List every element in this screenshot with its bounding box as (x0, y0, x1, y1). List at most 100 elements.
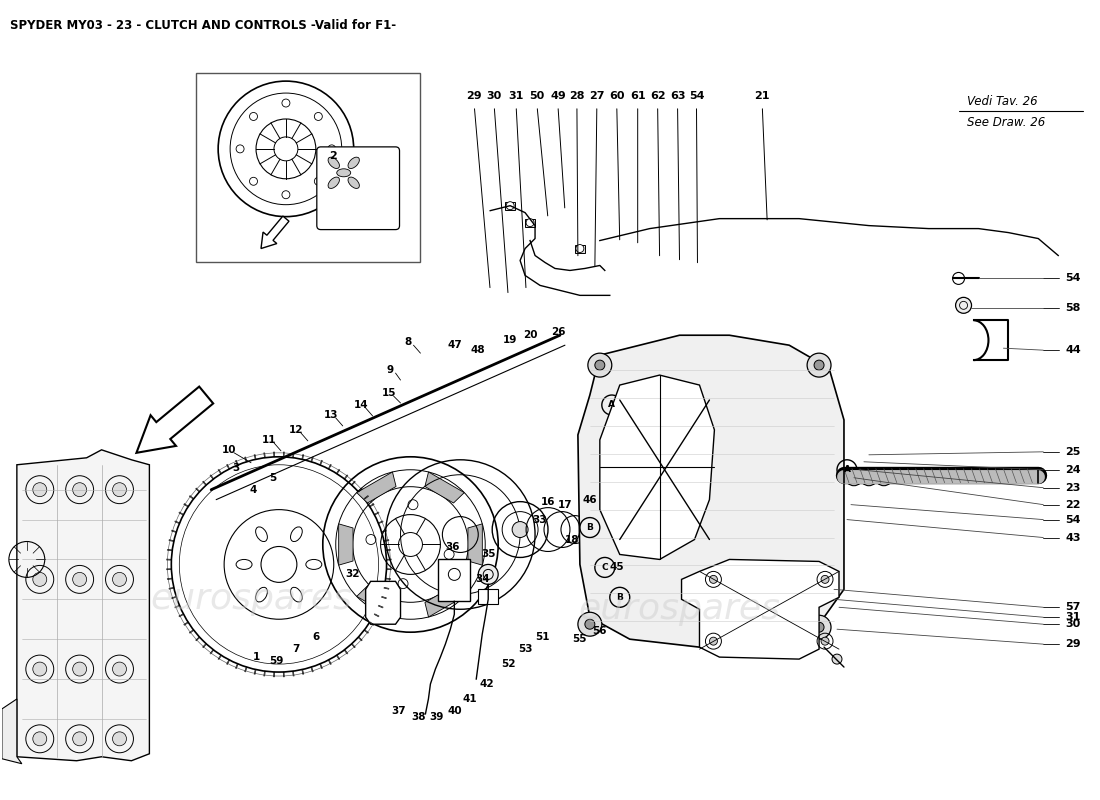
Text: SPYDER MY03 - 23 - CLUTCH AND CONTROLS -Valid for F1-: SPYDER MY03 - 23 - CLUTCH AND CONTROLS -… (10, 19, 396, 32)
Circle shape (506, 202, 514, 210)
Text: 39: 39 (429, 712, 443, 722)
Polygon shape (339, 524, 353, 565)
Ellipse shape (348, 157, 360, 169)
Circle shape (845, 468, 862, 486)
Text: 29: 29 (1066, 639, 1081, 649)
Text: 14: 14 (353, 400, 369, 410)
FancyArrow shape (136, 386, 213, 453)
Text: 27: 27 (590, 91, 605, 101)
Text: A: A (844, 466, 850, 474)
Text: 21: 21 (755, 91, 770, 101)
Circle shape (73, 732, 87, 746)
Text: eurospares: eurospares (150, 582, 352, 616)
Text: 44: 44 (1065, 345, 1081, 355)
Circle shape (814, 360, 824, 370)
Circle shape (874, 468, 893, 486)
Text: 30: 30 (486, 91, 502, 101)
Polygon shape (425, 472, 464, 503)
Text: 56: 56 (593, 626, 607, 636)
Circle shape (112, 572, 126, 586)
Circle shape (33, 732, 47, 746)
Text: B: B (586, 523, 593, 532)
Text: 29: 29 (466, 91, 482, 101)
FancyArrow shape (261, 216, 289, 249)
Text: 32: 32 (345, 570, 360, 579)
Ellipse shape (348, 177, 360, 189)
Text: 10: 10 (222, 445, 236, 455)
Text: 4: 4 (250, 485, 256, 494)
Polygon shape (356, 472, 396, 503)
Text: 26: 26 (551, 327, 565, 338)
Text: See Draw. 26: See Draw. 26 (967, 117, 1045, 130)
Text: 46: 46 (583, 494, 597, 505)
Text: A: A (608, 401, 615, 410)
FancyBboxPatch shape (317, 147, 399, 230)
Polygon shape (600, 375, 714, 559)
Text: 45: 45 (609, 562, 624, 573)
Circle shape (710, 575, 717, 583)
Polygon shape (578, 335, 844, 647)
Text: 51: 51 (535, 632, 549, 642)
Circle shape (821, 637, 829, 645)
Text: 24: 24 (1066, 465, 1081, 474)
Circle shape (832, 654, 842, 664)
Text: 23: 23 (1066, 482, 1081, 493)
Ellipse shape (328, 177, 340, 189)
Text: 48: 48 (471, 345, 485, 355)
Ellipse shape (337, 169, 351, 177)
Circle shape (73, 572, 87, 586)
Text: 25: 25 (1066, 447, 1081, 457)
Text: 19: 19 (503, 335, 517, 346)
Polygon shape (425, 586, 464, 617)
Text: 17: 17 (558, 500, 572, 510)
Text: C: C (602, 563, 608, 572)
Circle shape (576, 245, 584, 253)
Text: 47: 47 (448, 340, 463, 350)
Circle shape (807, 615, 830, 639)
Text: 49: 49 (550, 91, 565, 101)
Circle shape (33, 572, 47, 586)
Circle shape (860, 468, 878, 486)
Text: 60: 60 (609, 91, 625, 101)
Text: 7: 7 (293, 644, 299, 654)
Text: 33: 33 (532, 514, 548, 525)
Circle shape (587, 353, 612, 377)
Text: 57: 57 (1066, 602, 1081, 612)
Polygon shape (2, 699, 22, 764)
Circle shape (710, 637, 717, 645)
Text: 20: 20 (522, 330, 537, 340)
Circle shape (578, 612, 602, 636)
Text: 41: 41 (463, 694, 477, 704)
Circle shape (73, 482, 87, 497)
Circle shape (478, 565, 498, 584)
Text: 61: 61 (630, 91, 646, 101)
Polygon shape (468, 524, 482, 565)
Text: 6: 6 (312, 632, 319, 642)
Text: 40: 40 (447, 706, 462, 716)
Circle shape (821, 575, 829, 583)
Text: 42: 42 (480, 679, 495, 689)
Circle shape (956, 298, 971, 314)
Text: 16: 16 (541, 497, 556, 506)
Text: eurospares: eurospares (579, 592, 781, 626)
Text: 31: 31 (1066, 612, 1081, 622)
Text: 30: 30 (1066, 619, 1081, 630)
Bar (505, 202, 515, 210)
Text: 52: 52 (500, 659, 516, 669)
Text: 35: 35 (481, 550, 495, 559)
Text: 22: 22 (1066, 500, 1081, 510)
Ellipse shape (255, 587, 267, 602)
Text: 34: 34 (475, 574, 490, 584)
Text: 8: 8 (405, 338, 412, 347)
Text: 11: 11 (262, 435, 276, 445)
Polygon shape (365, 582, 400, 624)
Polygon shape (356, 586, 396, 617)
Text: 12: 12 (288, 425, 304, 435)
Circle shape (33, 482, 47, 497)
Text: 28: 28 (569, 91, 585, 101)
Bar (478, 590, 498, 604)
Circle shape (595, 360, 605, 370)
Circle shape (814, 622, 824, 632)
Ellipse shape (290, 587, 303, 602)
Text: Vedi Tav. 26: Vedi Tav. 26 (967, 94, 1037, 107)
